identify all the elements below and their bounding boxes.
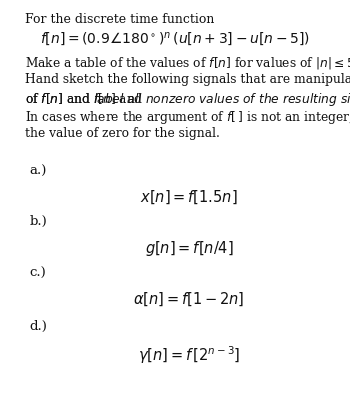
Text: $x[n] = f[1.5n]$: $x[n] = f[1.5n]$ bbox=[140, 189, 238, 207]
Text: Hand sketch the following signals that are manipulations: Hand sketch the following signals that a… bbox=[25, 73, 350, 86]
Text: of $f[n]$ and $\it{label\ all\ nonzero\ values\ of\ the\ resulting\ signals.}$: of $f[n]$ and $\it{label\ all\ nonzero\ … bbox=[25, 91, 350, 108]
Text: c.): c.) bbox=[30, 267, 47, 280]
Text: b.): b.) bbox=[30, 215, 48, 228]
Text: $\alpha[n] = f[1-2n]$: $\alpha[n] = f[1-2n]$ bbox=[133, 291, 245, 308]
Text: Make a table of the values of $f[n]$ for values of $|n| \leq 5$.: Make a table of the values of $f[n]$ for… bbox=[25, 55, 350, 71]
Text: the value of zero for the signal.: the value of zero for the signal. bbox=[25, 127, 219, 140]
Text: d.): d.) bbox=[30, 320, 48, 334]
Text: $\gamma[n] = f\,[2^{n-3}]$: $\gamma[n] = f\,[2^{n-3}]$ bbox=[138, 344, 240, 366]
Text: In cases where the argument of $f[\,]$ is not an integer, use: In cases where the argument of $f[\,]$ i… bbox=[25, 109, 350, 126]
Text: a.): a.) bbox=[30, 165, 47, 178]
Text: $f[n] = (0.9\angle180^\circ)^n\,(u[n+3] - u[n-5])$: $f[n] = (0.9\angle180^\circ)^n\,(u[n+3] … bbox=[40, 30, 310, 47]
Text: of $f[n]$ and $f[n]$ and: of $f[n]$ and $f[n]$ and bbox=[25, 91, 143, 106]
Text: For the discrete time function: For the discrete time function bbox=[25, 13, 214, 26]
Text: $g[n] = f[n/4]$: $g[n] = f[n/4]$ bbox=[145, 239, 233, 258]
